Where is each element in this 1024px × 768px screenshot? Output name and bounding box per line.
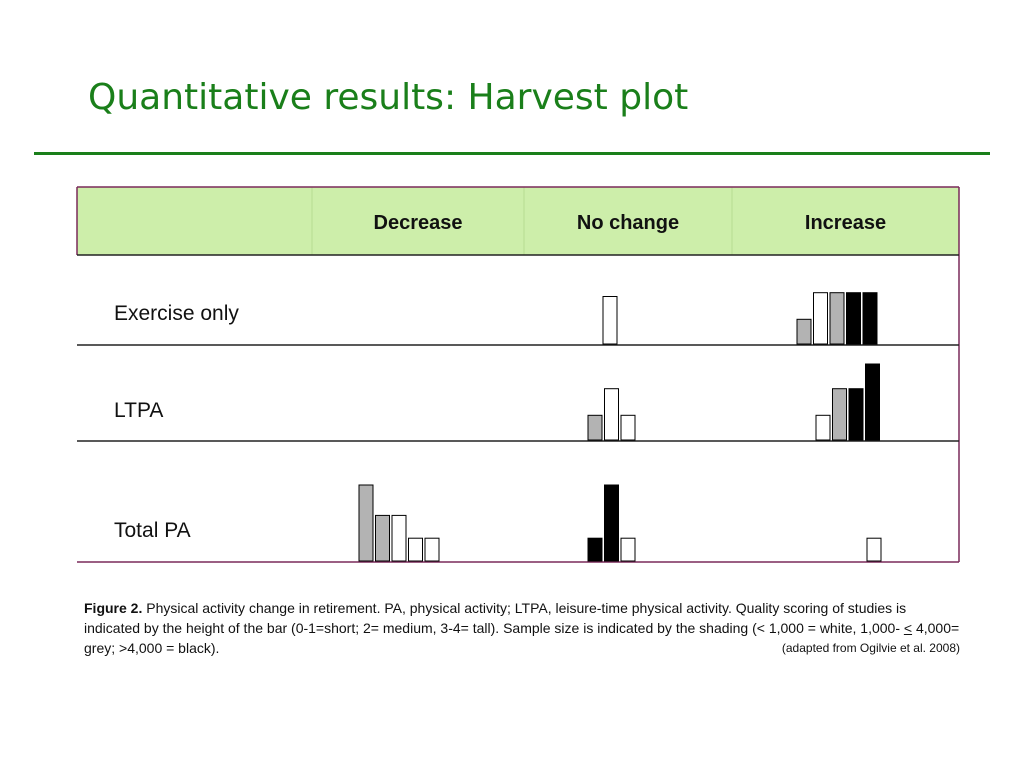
header-background	[77, 187, 959, 255]
bar-exercise-only-increase-5	[862, 292, 878, 345]
column-header-no-change: No change	[577, 212, 679, 234]
bar-exercise-only-increase-2	[813, 292, 828, 345]
bar-total-pa-decrease-3	[391, 514, 407, 562]
bar-total-pa-decrease-1	[358, 484, 374, 562]
column-header-decrease: Decrease	[374, 212, 463, 234]
bar-total-pa-decrease-2	[375, 514, 390, 562]
bar-ltpa-no-change-3	[620, 414, 636, 441]
bar-total-pa-no-change-2	[604, 484, 619, 562]
bar-exercise-only-no-change-1	[602, 296, 618, 345]
row-label-ltpa: LTPA	[114, 399, 163, 422]
bar-ltpa-no-change-2	[604, 388, 619, 441]
row-label-total-pa: Total PA	[114, 519, 191, 542]
bar-exercise-only-increase-3	[829, 292, 845, 345]
row-label-exercise-only: Exercise only	[114, 302, 239, 325]
bar-ltpa-no-change-1	[587, 414, 603, 441]
column-header-increase: Increase	[805, 212, 886, 234]
slide-title: Quantitative results: Harvest plot	[88, 77, 689, 118]
bar-total-pa-no-change-3	[620, 537, 636, 562]
bar-exercise-only-increase-1	[796, 318, 812, 345]
bar-ltpa-increase-4	[865, 363, 880, 441]
figure-label: Figure 2.	[84, 600, 143, 616]
caption-text-2: 4,000= grey; >4,000 = black).	[84, 620, 960, 656]
caption-text-1: Physical activity change in retirement. …	[84, 600, 907, 636]
bar-total-pa-no-change-1	[587, 537, 603, 562]
bar-total-pa-decrease-5	[424, 537, 440, 562]
caption-le-symbol: <	[903, 620, 913, 636]
figure-caption: Figure 2. Physical activity change in re…	[84, 598, 960, 658]
caption-source: (adapted from Ogilvie et al. 2008)	[781, 641, 960, 655]
bar-ltpa-increase-1	[815, 414, 831, 441]
bar-exercise-only-increase-4	[846, 292, 861, 345]
bar-total-pa-increase-1	[866, 537, 882, 562]
bar-ltpa-increase-3	[848, 388, 864, 441]
bar-total-pa-decrease-4	[408, 537, 423, 562]
bar-ltpa-increase-2	[832, 388, 847, 441]
title-divider	[34, 152, 990, 155]
